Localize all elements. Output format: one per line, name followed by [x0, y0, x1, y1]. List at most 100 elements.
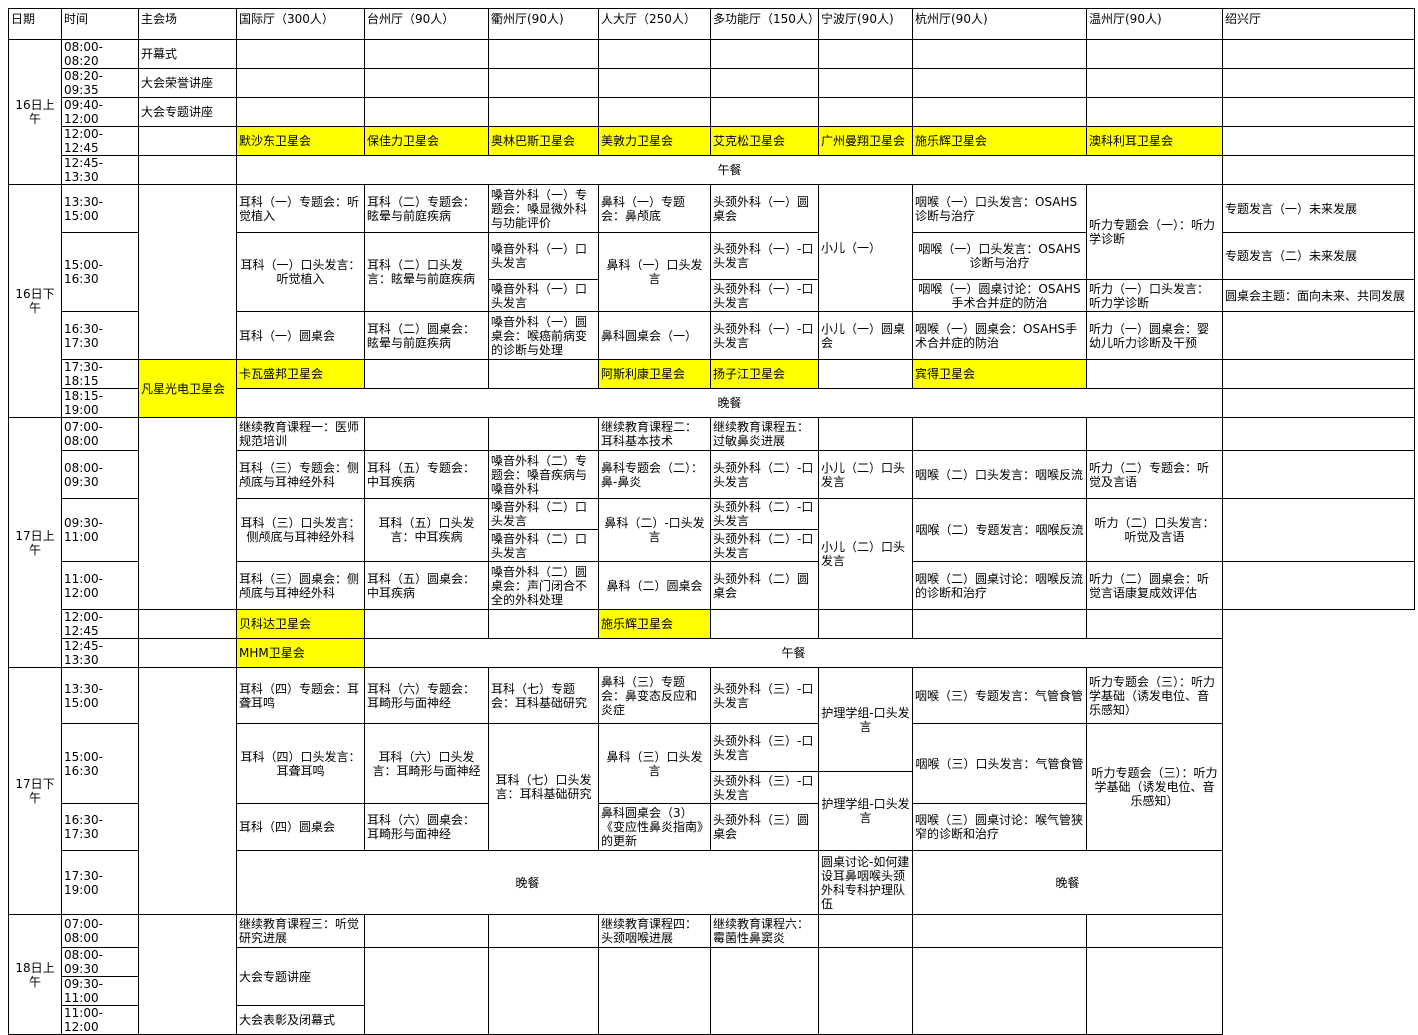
empty-cell: [236, 97, 365, 127]
schedule-cell: 嗓音外科（一）口头发言: [488, 232, 599, 280]
schedule-cell: 耳科（二）圆桌会：眩晕与前庭疾病: [364, 311, 489, 360]
empty-cell: [1086, 609, 1223, 639]
schedule-cell: 头颈外科（二）-口头发言: [710, 529, 819, 562]
schedule-cell: 咽喉（二）专题发言：咽喉反流: [912, 498, 1087, 562]
schedule-cell: 咽喉（一）口头发言：OSAHS诊断与治疗: [912, 232, 1087, 280]
empty-cell: [364, 97, 489, 127]
schedule-cell: 咽喉（一）口头发言：OSAHS诊断与治疗: [912, 184, 1087, 233]
schedule-cell: 晚餐: [236, 388, 1223, 418]
table-row: 17日上午 07:00-08:00 继续教育课程一：医师规范培训 继续教育课程二：耳科…: [8, 417, 1415, 668]
empty-cell: [364, 947, 489, 1035]
schedule-cell: 耳科（四）口头发言：耳聋耳鸣: [236, 723, 365, 804]
schedule-cell: 继续教育课程六：霉菌性鼻窦炎: [710, 914, 819, 948]
schedule-cell: 耳科（五）口头发言：中耳疾病: [364, 498, 489, 562]
satellite-session: 施乐辉卫星会: [912, 126, 1087, 156]
schedule-cell: 咽喉（三）专题发言：气管食管: [912, 667, 1087, 724]
schedule-cell: 16:30-17:30: [61, 311, 139, 360]
schedule-cell: 12:45-13:30: [61, 155, 139, 185]
table-row: 15:00-16:30 耳科（一）口头发言：听觉植入 耳科（二）口头发言：眩晕与前庭…: [9, 232, 1415, 312]
schedule-cell: 鼻科圆桌会（一）: [598, 311, 711, 360]
schedule-cell: 16日上午: [8, 39, 62, 185]
schedule-cell: 咽喉（二）圆桌讨论：咽喉反流的诊断和治疗: [912, 561, 1087, 610]
satellite-session: 艾克松卫星会: [710, 126, 819, 156]
schedule-cell: 专题发言（一）未来发展: [1222, 184, 1415, 233]
schedule-cell: 耳科（三）圆桌会：侧颅底与耳神经外科: [236, 561, 365, 610]
schedule-cell: 圆桌讨论-如何建设耳鼻咽喉头颈外科专科护理队伍: [818, 850, 913, 915]
schedule-cell: 嗓音外科（一）口头发言: [488, 279, 599, 312]
column-header: 时间: [61, 8, 139, 40]
schedule-cell: 09:40-12:00: [61, 97, 139, 127]
table-row: 15:00-16:30 耳科（四）口头发言：耳聋耳鸣 耳科（六）口头发言：耳畸形与面…: [9, 723, 1415, 851]
empty-cell: [818, 609, 913, 639]
empty-cell: [818, 359, 913, 389]
schedule-cell: 12:00-12:45: [61, 126, 139, 156]
empty-cell: [818, 68, 913, 98]
empty-cell: [1222, 68, 1415, 98]
empty-cell: [488, 39, 599, 69]
column-header: 国际厅（300人）: [236, 8, 365, 40]
satellite-session: 卡瓦盛邦卫星会: [236, 359, 365, 389]
table-row: 12:00-12:45 默沙东卫星会 保佳力卫星会 奥林巴斯卫星会 美敦力卫星会 艾克松卫…: [9, 126, 1415, 156]
empty-cell: [488, 97, 599, 127]
schedule-cell: 16:30-17:30: [61, 803, 139, 851]
schedule-cell: 17:30-19:00: [61, 850, 139, 915]
table-row: 09:30-11:00 耳科（三）口头发言：侧颅底与耳神经外科 耳科（五）口头发言：…: [9, 498, 1415, 610]
schedule-cell: 头颈外科（一）-口头发言: [710, 232, 819, 280]
table-row: 12:45-13:30 MHM卫星会 午餐: [9, 638, 1415, 668]
empty-cell: [488, 914, 599, 948]
schedule-cell: 17日上午: [8, 417, 62, 668]
table-row: 12:00-12:45 贝科达卫星会 施乐辉卫星会: [9, 609, 1415, 639]
schedule-cell: 听力专题会（三）：听力学基础（诱发电位、音乐感知）: [1086, 667, 1223, 724]
schedule-cell: 头颈外科（三）圆桌会: [710, 803, 819, 851]
satellite-session: 保佳力卫星会: [364, 126, 489, 156]
empty-cell: [138, 609, 237, 639]
schedule-cell: 小儿（一）: [818, 184, 913, 312]
schedule-cell: 耳科（三）口头发言：侧颅底与耳神经外科: [236, 498, 365, 562]
table-row: 16日下午 13:30-15:00 耳科（一）专题会：听觉植入 耳科（二）专题会：眩晕…: [8, 184, 1415, 418]
table-row: 09:40-12:00 大会专题讲座: [9, 97, 1415, 127]
table-row: 08:20-09:35 大会荣誉讲座: [9, 68, 1415, 98]
satellite-session: 广州曼翔卫星会: [818, 126, 913, 156]
empty-cell: [1086, 97, 1223, 127]
empty-cell: [364, 417, 489, 451]
empty-cell: [912, 947, 1087, 1035]
schedule-cell: 嗓音外科（一）圆桌会：喉癌前病变的诊断与处理: [488, 311, 599, 360]
schedule-cell: 耳科（七）专题会：耳科基础研究: [488, 667, 599, 724]
schedule-cell: 嗓音外科（二）口头发言: [488, 498, 599, 530]
column-header: 宁波厅(90人): [818, 8, 913, 40]
schedule-cell: 听力（二）圆桌会：听觉言语康复成效评估: [1086, 561, 1223, 610]
schedule-cell: 耳科（一）口头发言：听觉植入: [236, 232, 365, 312]
schedule-cell: 嗓音外科（二）圆桌会：声门闭合不全的外科处理: [488, 561, 599, 610]
column-header: 绍兴厅: [1222, 8, 1415, 40]
schedule-cell: 小儿（二）口头发言: [818, 450, 913, 499]
satellite-session: 凡星光电卫星会: [138, 359, 237, 418]
table-row: 17日下午 13:30-15:00 耳科（四）专题会：耳聋耳鸣 耳科（六）专题会：耳畸…: [8, 667, 1415, 915]
empty-cell: [364, 914, 489, 948]
table-row: 17:30-18:15 凡星光电卫星会 卡瓦盛邦卫星会 阿斯利康卫星会 扬子江卫星会 宾得…: [9, 359, 1415, 418]
empty-cell: [1222, 498, 1415, 562]
schedule-cell: 开幕式: [138, 39, 237, 69]
schedule-cell: 嗓音外科（一）专题会：嗓显微外科与功能评价: [488, 184, 599, 233]
schedule-cell: 咽喉（二）口头发言：咽喉反流: [912, 450, 1087, 499]
schedule-cell: 大会荣誉讲座: [138, 68, 237, 98]
empty-cell: [364, 359, 489, 389]
schedule-cell: 继续教育课程三：听觉研究进展: [236, 914, 365, 948]
empty-cell: [1223, 610, 1415, 1035]
empty-cell: [364, 39, 489, 69]
schedule-cell: 听力（二）口头发言：听觉及言语: [1086, 498, 1223, 562]
empty-cell: [912, 39, 1087, 69]
empty-cell: [1222, 39, 1415, 69]
schedule-cell: 18日上午: [8, 914, 62, 1035]
schedule-cell: 09:30-11:00: [61, 498, 139, 562]
empty-cell: [818, 39, 913, 69]
schedule-cell: 鼻科（一）专题会：鼻颅底: [598, 184, 711, 233]
schedule-cell: 专题发言（二）未来发展: [1222, 232, 1415, 280]
schedule-cell: 鼻科（一）口头发言: [598, 232, 711, 312]
schedule-cell: 咽喉（一）圆桌讨论：OSAHS手术合并症的防治: [912, 279, 1087, 312]
schedule-cell: 护理学组-口头发言: [818, 667, 913, 772]
empty-cell: [1086, 39, 1223, 69]
empty-cell: [912, 609, 1087, 639]
satellite-session: 施乐辉卫星会: [598, 609, 711, 639]
schedule-cell: 耳科（七）口头发言：耳科基础研究: [488, 723, 599, 851]
table-row: 16日上午 08:00-08:20 开幕式: [8, 39, 1415, 185]
